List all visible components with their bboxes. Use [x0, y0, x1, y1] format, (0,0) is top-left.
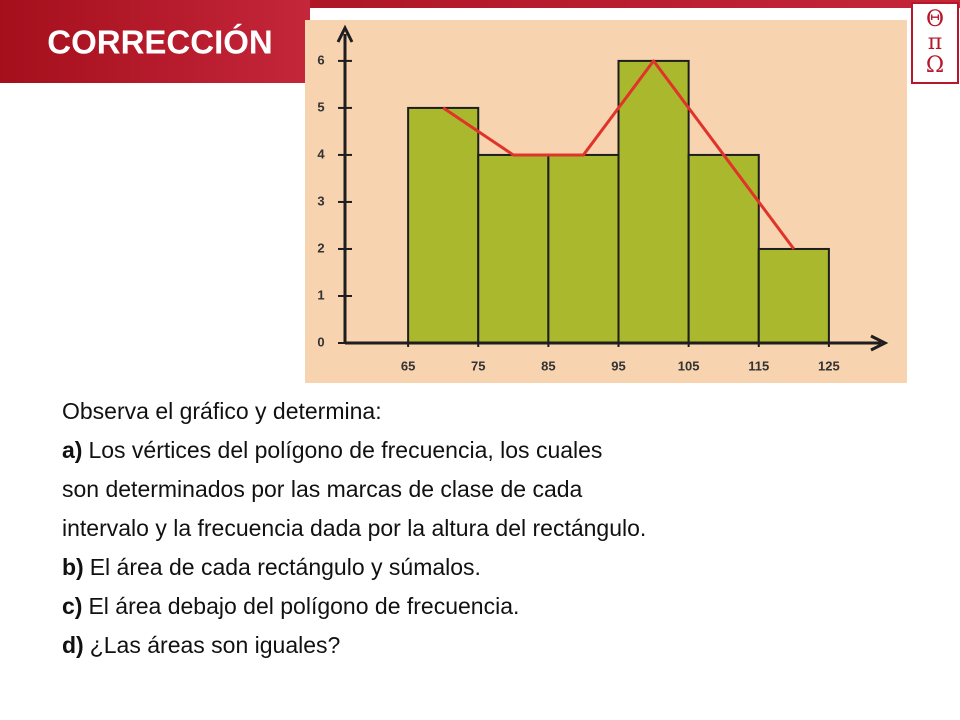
item-line: a) Los vértices del polígono de frecuenci… — [62, 437, 602, 463]
x-tick-label: 95 — [611, 358, 625, 373]
frequency-polygon — [442, 59, 796, 250]
item-text: intervalo y la frecuencia dada por la al… — [62, 515, 646, 541]
item-line: c) El área debajo del polígono de frecuen… — [62, 593, 519, 619]
logo — [911, 2, 959, 84]
x-tick-label: 125 — [818, 358, 840, 373]
logo-glyph: Ω — [926, 53, 944, 78]
y-tick-label: 0 — [317, 334, 324, 349]
chart: 0 1 2 3 4 5 6 65 75 85 95 105 115 125 — [317, 24, 889, 373]
y-tick-label: 4 — [317, 146, 325, 161]
intro: Observa el gráfico y determina: — [62, 398, 382, 424]
y-axis-arrow — [336, 24, 354, 43]
header-band — [0, 0, 310, 83]
item-line: b) El área de cada rectángulo y súmalos. — [62, 554, 481, 580]
x-tick-label: 75 — [471, 358, 485, 373]
bar — [407, 106, 480, 345]
y-tick-label: 1 — [317, 287, 324, 302]
item-label: a) — [62, 437, 82, 463]
y-tick-label: 3 — [317, 193, 324, 208]
bar — [477, 153, 550, 344]
body-text: Observa el gráfico y determina: a) Los vér… — [62, 398, 646, 658]
item-line: son determinados por las marcas de clase… — [62, 476, 583, 502]
x-tick-label: 65 — [401, 358, 415, 373]
item-line: intervalo y la frecuencia dada por la al… — [62, 515, 646, 541]
y-tick-label: 6 — [317, 52, 324, 67]
item-text: ¿Las áreas son iguales? — [90, 632, 341, 658]
item-label: b) — [62, 554, 84, 580]
y-tick-label: 5 — [317, 99, 324, 114]
item-text: El área de cada rectángulo y súmalos. — [90, 554, 481, 580]
item-line: d) ¿Las áreas son iguales? — [62, 632, 340, 658]
item-text: Los vértices del polígono de frecuencia,… — [88, 437, 602, 463]
logo-glyph: Θ — [926, 7, 944, 32]
x-tick-label: 115 — [748, 358, 769, 373]
bar — [687, 153, 760, 344]
bar — [547, 153, 620, 344]
logo-glyph: π — [928, 30, 942, 55]
x-axis-arrow — [870, 334, 889, 352]
x-tick-label: 85 — [541, 358, 555, 373]
top-strip — [0, 0, 960, 8]
bar — [757, 247, 830, 345]
y-tick-label: 2 — [317, 240, 324, 255]
item-label: c) — [62, 593, 82, 619]
item-text: son determinados por las marcas de clase… — [62, 476, 583, 502]
x-tick-label: 105 — [678, 358, 700, 373]
item-text: El área debajo del polígono de frecuenci… — [88, 593, 519, 619]
bar — [617, 59, 690, 344]
item-label: d) — [62, 632, 84, 658]
header-title: CORRECCIÓN — [47, 24, 273, 61]
